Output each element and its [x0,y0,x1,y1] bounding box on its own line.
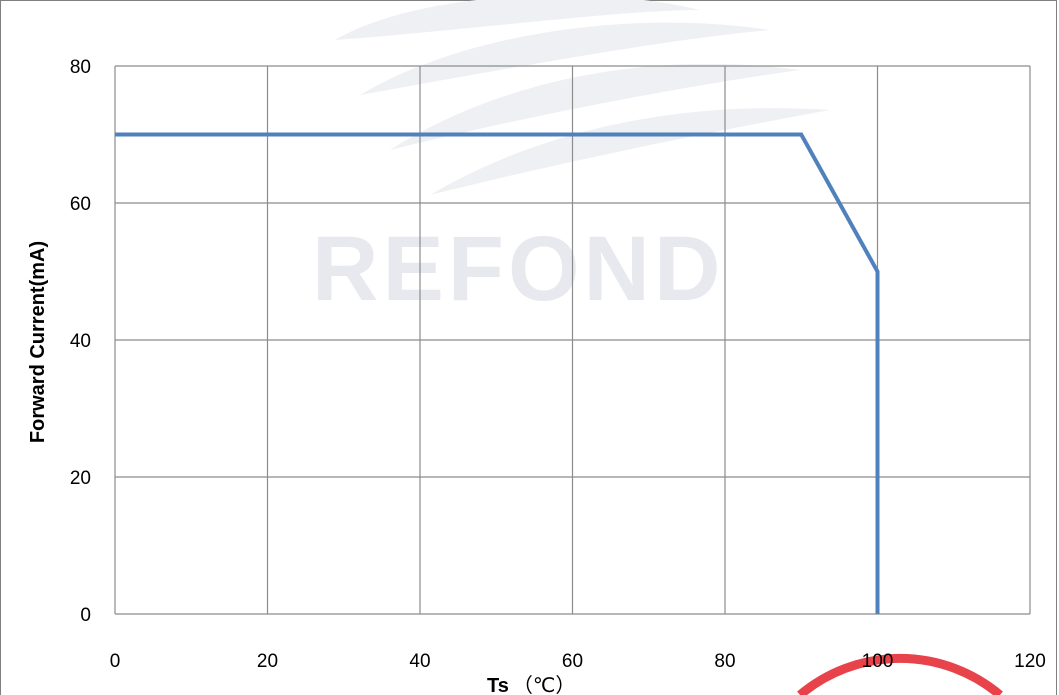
brand-badge-icon [797,654,1003,695]
watermark-brand: REFOND [312,218,724,320]
y-tick-label: 80 [70,57,91,78]
watermark-swoosh-icon [335,0,830,195]
y-tick-label: 60 [70,194,91,215]
x-axis-title-unit: （℃） [513,673,575,695]
x-axis-title-text: Ts [487,675,509,695]
y-tick-label: 20 [70,468,91,489]
series [115,132,880,614]
x-tick-label: 40 [409,651,430,672]
watermark: REFOND [312,0,830,320]
x-axis-ticks: 0 20 40 60 80 100 120 [110,651,1046,672]
y-axis-title: Forward Current(mA) [27,241,49,443]
x-tick-label: 20 [257,651,278,672]
x-tick-label: 0 [110,651,121,672]
x-tick-label: 120 [1014,651,1046,672]
x-tick-label: 100 [862,651,894,672]
grid [114,65,1031,615]
y-tick-label: 0 [80,605,91,626]
x-axis-title: Ts （℃） [487,673,575,695]
y-axis-ticks: 0 20 40 60 80 [70,57,91,626]
y-tick-label: 40 [70,331,91,352]
series-line [115,132,880,614]
x-tick-label: 60 [562,651,583,672]
x-tick-label: 80 [714,651,735,672]
